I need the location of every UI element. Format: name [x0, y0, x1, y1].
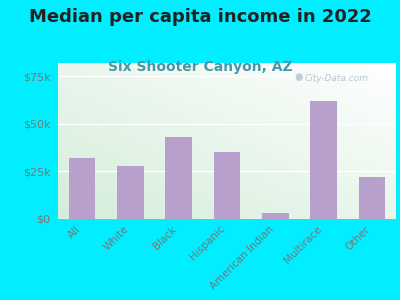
Bar: [310, 101, 337, 219]
Bar: [214, 152, 240, 219]
Bar: [262, 213, 288, 219]
Bar: [117, 166, 144, 219]
Text: Six Shooter Canyon, AZ: Six Shooter Canyon, AZ: [108, 60, 292, 74]
Text: Median per capita income in 2022: Median per capita income in 2022: [28, 8, 372, 26]
Text: City-Data.com: City-Data.com: [305, 74, 369, 83]
Bar: [69, 158, 96, 219]
Text: ●: ●: [294, 72, 303, 82]
Bar: [358, 177, 385, 219]
Bar: [166, 137, 192, 219]
